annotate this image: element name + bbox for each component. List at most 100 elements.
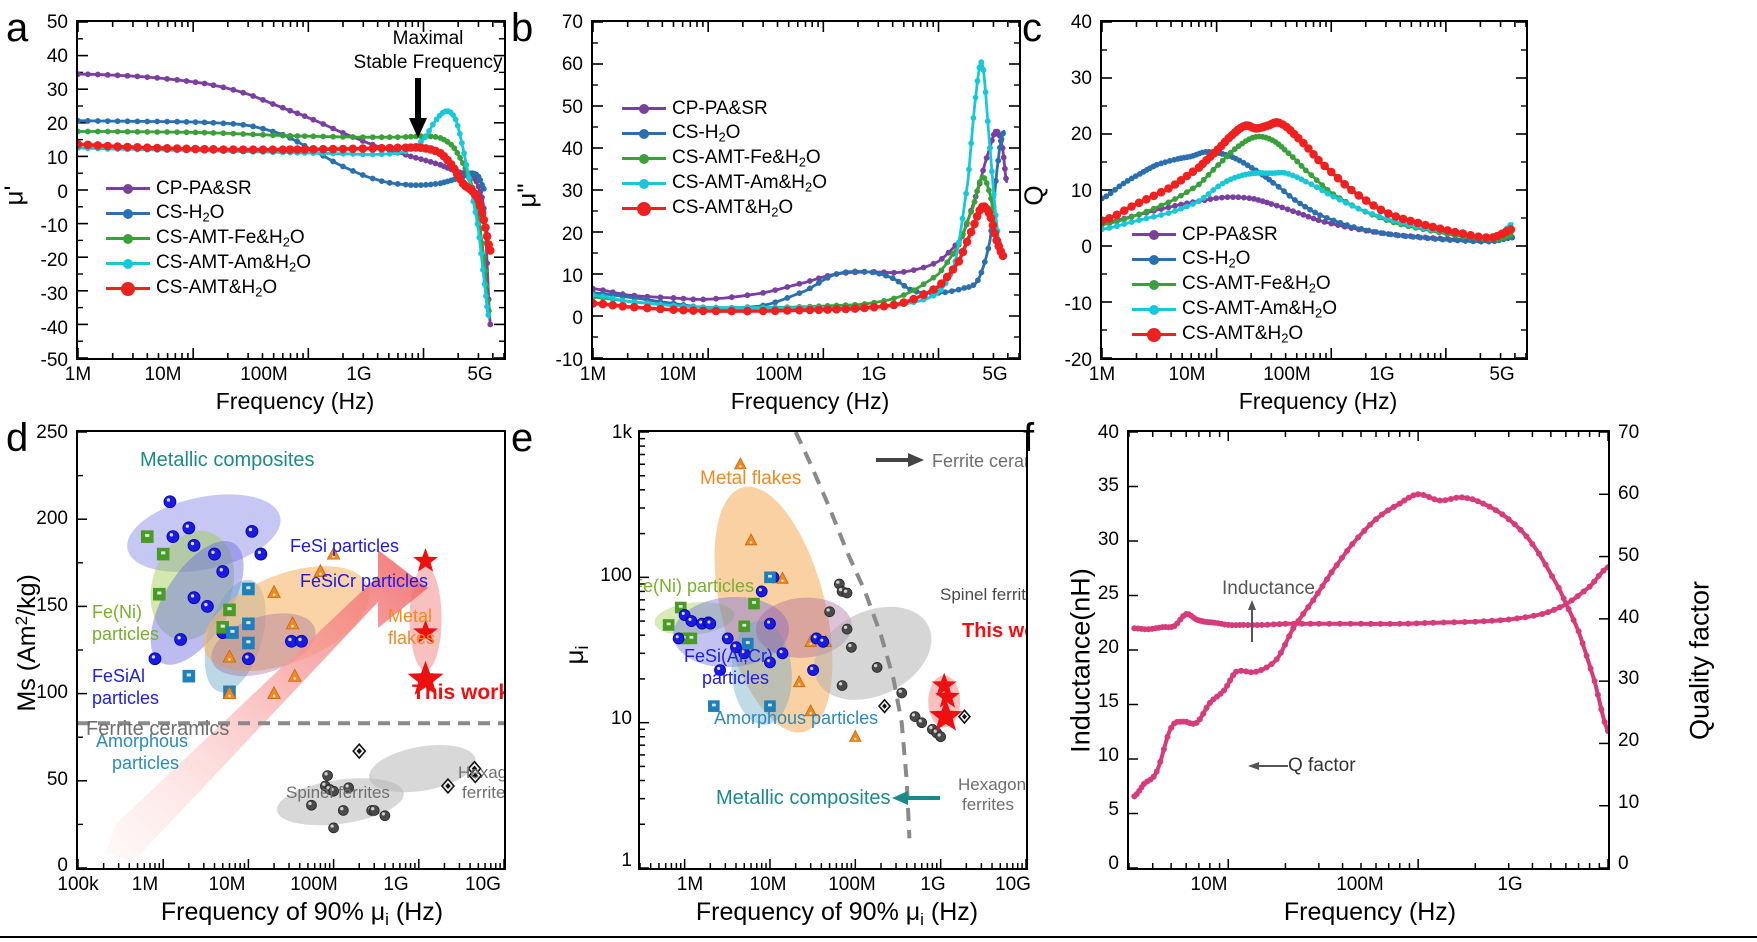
- legend-line-swatch: [106, 183, 150, 194]
- panel-a-xlabel: Frequency (Hz): [215, 388, 375, 414]
- panel-e-ytick-2: 10: [610, 708, 632, 729]
- legend-item: CS-H2O: [622, 121, 827, 146]
- panel-d-ytick-0: 250: [36, 422, 68, 443]
- panel-b-xtick-1: 10M: [659, 364, 697, 385]
- legend-marker-icon: [1149, 254, 1159, 265]
- panel-f-curves: [1129, 432, 1608, 868]
- svg-text:FeSi(Al,Cr): FeSi(Al,Cr): [684, 646, 773, 666]
- legend-line-swatch: [106, 281, 150, 296]
- panel-a-curves: [78, 22, 504, 358]
- legend-line-swatch: [1132, 304, 1176, 315]
- panel-d-ytick-5: 0: [57, 855, 68, 876]
- svg-text:Spinel ferrites: Spinel ferrites: [940, 585, 1026, 604]
- panel-f-ytickL-4: 20: [1097, 637, 1119, 658]
- panel-b-ytick-7: 0: [572, 308, 583, 329]
- panel-e-xtick-2: 100M: [828, 874, 876, 895]
- panel-a-ytick-2: 30: [46, 80, 68, 101]
- svg-text:Ferrite ceramics: Ferrite ceramics: [932, 451, 1026, 471]
- panel-d-ytick-3: 100: [36, 682, 68, 703]
- legend-label: CS-AMT-Am&H2O: [156, 252, 311, 275]
- panel-f-annot-qfactor: Q factor: [1288, 755, 1356, 776]
- panel-f-letter: f: [1023, 416, 1035, 460]
- panel-b-ytick-8: -10: [555, 350, 583, 371]
- panel-a-xtick-3: 1G: [346, 364, 372, 385]
- legend-line-swatch: [622, 128, 666, 139]
- legend-marker-icon: [639, 128, 649, 139]
- panel-a-legend: CP-PA&SR CS-H2O CS-AMT-Fe&H2O CS-AMT-Am&H2O…: [106, 176, 311, 301]
- panel-b-letter: b: [511, 6, 534, 50]
- legend-item: CS-AMT-Am&H2O: [622, 171, 827, 196]
- panel-a-ytick-5: 0: [57, 182, 68, 203]
- svg-text:Amorphous: Amorphous: [96, 731, 188, 751]
- panel-a-xtick-0: 1M: [64, 364, 92, 385]
- legend-item: CS-AMT-Am&H2O: [106, 251, 311, 276]
- panel-f-ytickL-7: 5: [1108, 799, 1119, 820]
- legend-label: CS-H2O: [156, 202, 225, 225]
- legend-label: CS-H2O: [1182, 248, 1251, 271]
- panel-e-xtick-1: 10M: [749, 874, 787, 895]
- panel-b-ytick-2: 50: [561, 97, 583, 118]
- svg-text:Metal flakes: Metal flakes: [700, 468, 801, 489]
- panel-b-xtick-3: 1G: [861, 364, 887, 385]
- panel-f-xlabel: Frequency (Hz): [1283, 898, 1457, 926]
- legend-marker-icon: [1147, 327, 1161, 342]
- panel-c-ytick-2: 20: [1070, 124, 1092, 145]
- panel-a-ytick-7: -20: [40, 250, 68, 271]
- panel-e-xtick-0: 1M: [676, 874, 704, 895]
- panel-b-xlabel: Frequency (Hz): [730, 388, 890, 414]
- panel-a-xtick-4: 5G: [467, 364, 493, 385]
- legend-label: CS-AMT-Fe&H2O: [1182, 273, 1331, 296]
- bottom-rule: [0, 936, 1757, 938]
- panel-c-curves: [1102, 22, 1526, 358]
- panel-b-ytick-1: 60: [561, 54, 583, 75]
- legend-line-swatch: [1132, 327, 1176, 342]
- panel-d-xtick-2: 10M: [208, 874, 246, 895]
- panel-a-xtick-2: 100M: [240, 364, 288, 385]
- panel-f-ytickL-0: 40: [1097, 422, 1119, 443]
- panel-a-annotation-line1: Maximal: [392, 28, 464, 49]
- panel-b-legend: CP-PA&SR CS-H2O CS-AMT-Fe&H2O CS-AMT-Am&H2O…: [622, 96, 827, 221]
- svg-text:Fe(Ni): Fe(Ni): [92, 602, 142, 622]
- panel-f-ytickR-5: 20: [1618, 730, 1640, 751]
- panel-c-ytick-3: 10: [1070, 181, 1092, 202]
- panel-b-plot-area: [591, 20, 1021, 360]
- legend-line-swatch: [622, 178, 666, 189]
- panel-f-ytickL-6: 10: [1097, 745, 1119, 766]
- panel-f-ytickR-6: 10: [1618, 792, 1640, 813]
- svg-text:Hexagonal: Hexagonal: [958, 775, 1026, 794]
- panel-f-ytickR-7: 0: [1618, 853, 1629, 874]
- legend-line-swatch: [622, 201, 666, 216]
- panel-c-ytick-1: 30: [1070, 68, 1092, 89]
- panel-c-xtick-2: 100M: [1263, 364, 1311, 385]
- panel-d-xtick-3: 100M: [290, 874, 338, 895]
- legend-marker-icon: [123, 183, 133, 194]
- panel-e-ytick-0: 1k: [611, 422, 632, 443]
- panel-a-ytick-6: -10: [40, 216, 68, 237]
- panel-f-ytickR-2: 50: [1618, 545, 1640, 566]
- panel-b-ytick-4: 30: [561, 181, 583, 202]
- panel-d-ylabel: Ms (Am2/kg): [12, 574, 41, 712]
- legend-item: CS-AMT&H2O: [622, 196, 827, 221]
- svg-text:ferrites: ferrites: [462, 783, 504, 802]
- legend-item: CS-AMT-Fe&H2O: [1132, 272, 1337, 297]
- panel-c-xtick-0: 1M: [1088, 364, 1116, 385]
- legend-line-swatch: [106, 208, 150, 219]
- panel-e-xlabel: Frequency of 90% μi (Hz): [695, 898, 979, 929]
- panel-b-ytick-5: 20: [561, 224, 583, 245]
- panel-a-ytick-1: 40: [46, 46, 68, 67]
- svg-text:Amorphous particles: Amorphous particles: [714, 708, 878, 728]
- legend-line-swatch: [622, 153, 666, 164]
- panel-f-ytickR-3: 40: [1618, 607, 1640, 628]
- panel-c-legend: CP-PA&SR CS-H2O CS-AMT-Fe&H2O CS-AMT-Am&H2O…: [1132, 222, 1337, 347]
- svg-text:This work: This work: [962, 620, 1026, 642]
- legend-label: CS-AMT-Am&H2O: [1182, 298, 1337, 321]
- panel-d-xtick-0: 100k: [57, 874, 99, 895]
- legend-label: CS-AMT-Am&H2O: [672, 172, 827, 195]
- panel-c-letter: c: [1022, 6, 1042, 50]
- legend-marker-icon: [1149, 304, 1159, 315]
- panel-e-ylabel: μi: [559, 645, 592, 665]
- legend-marker-icon: [637, 201, 651, 216]
- legend-label: CP-PA&SR: [156, 177, 252, 199]
- panel-e-scatter: Ferrite ceramics Metal flakes Fe(Ni) parti…: [640, 432, 1026, 868]
